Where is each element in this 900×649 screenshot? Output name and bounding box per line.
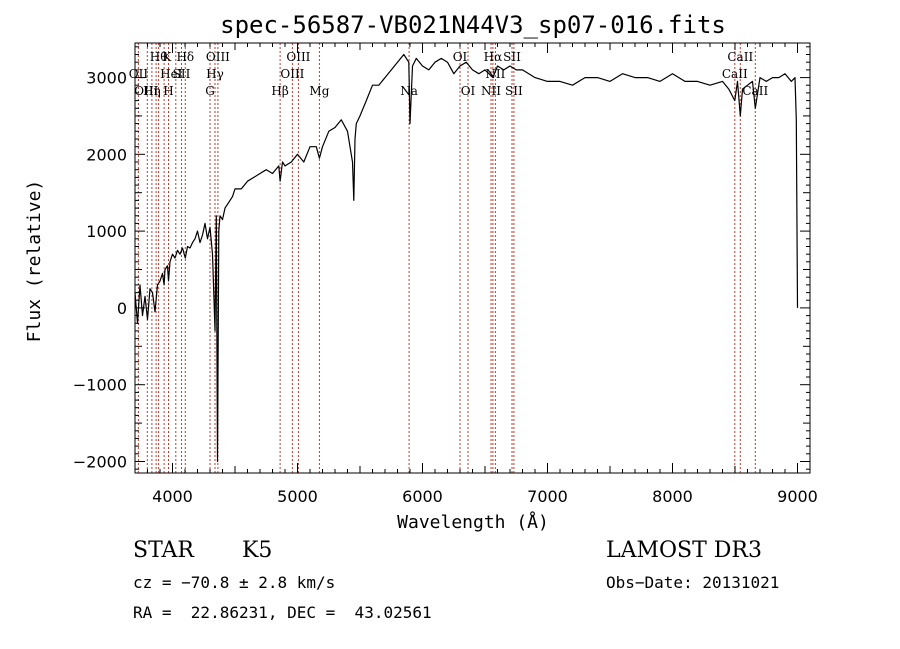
object-subclass: K5 [242, 538, 273, 563]
coordinates: RA = 22.86231, DEC = 43.02561 [133, 603, 432, 622]
spectral-line-label: SII [173, 67, 191, 81]
x-tick-label: 9000 [777, 487, 818, 506]
spectral-line-label: OI [461, 84, 476, 98]
chart-title: spec-56587-VB021N44V3_sp07-016.fits [220, 11, 726, 39]
spectral-line-label: OII [129, 67, 149, 81]
x-tick-label: 4000 [152, 487, 193, 506]
y-tick-label: −1000 [73, 376, 127, 395]
spectrum-series-line [134, 53, 799, 463]
spectral-line-label: SII [503, 50, 521, 64]
spectral-line-label: OIII [280, 67, 304, 81]
x-axis-label: Wavelength (Å) [397, 511, 549, 533]
y-tick-label: −2000 [73, 453, 127, 472]
spectral-line-label: Hη [143, 84, 161, 98]
object-class: STAR [133, 538, 194, 563]
spectral-line-label: CaII [722, 67, 748, 81]
axes: 4000 5000 6000 7000 8000 9000 −2000 −1000 0 1000 2… [73, 42, 818, 506]
spectral-line-label: NII [481, 84, 501, 98]
spectral-line-label: Hγ [206, 67, 224, 81]
spectral-line-label: Hβ [271, 84, 288, 98]
plot-frame [134, 42, 811, 474]
spectral-line-label: CaII [727, 50, 753, 64]
spectral-line-label: OI [453, 50, 468, 64]
spectral-line-label: Na [400, 84, 418, 98]
y-tick-label: 0 [117, 299, 127, 318]
redshift-velocity: cz = −70.8 ± 2.8 km/s [133, 573, 336, 592]
x-tick-label: 8000 [652, 487, 693, 506]
spectral-line-label: HeI [160, 67, 183, 81]
spectral-line-label: Hθ [150, 50, 168, 64]
spectral-line-label: Mg [309, 84, 329, 98]
x-tick-label: 5000 [277, 487, 318, 506]
spectral-line-label: CaII [742, 84, 768, 98]
y-axis-label: Flux (relative) [24, 180, 45, 343]
spectral-line-label: OIII [206, 50, 230, 64]
spectral-line-markers [137, 43, 756, 473]
spectral-line-label: G [205, 84, 215, 98]
spectral-line-label: H [163, 84, 173, 98]
spectral-line-label: K [162, 50, 172, 64]
spectral-line-label: NII [485, 67, 505, 81]
observation-date: Obs−Date: 20131021 [606, 573, 780, 592]
series-layer [134, 53, 799, 463]
x-tick-label: 7000 [527, 487, 568, 506]
survey-name: LAMOST DR3 [606, 538, 762, 563]
spectral-line-label: Hα [484, 50, 503, 64]
x-tick-label: 6000 [402, 487, 443, 506]
spectral-line-label: Hδ [176, 50, 194, 64]
spectral-line-label: OIII [286, 50, 310, 64]
spectral-line-label: SII [505, 84, 523, 98]
y-tick-label: 2000 [86, 145, 127, 164]
spectral-line-label: OIII [134, 84, 158, 98]
y-tick-label: 3000 [86, 69, 127, 88]
y-tick-label: 1000 [86, 222, 127, 241]
